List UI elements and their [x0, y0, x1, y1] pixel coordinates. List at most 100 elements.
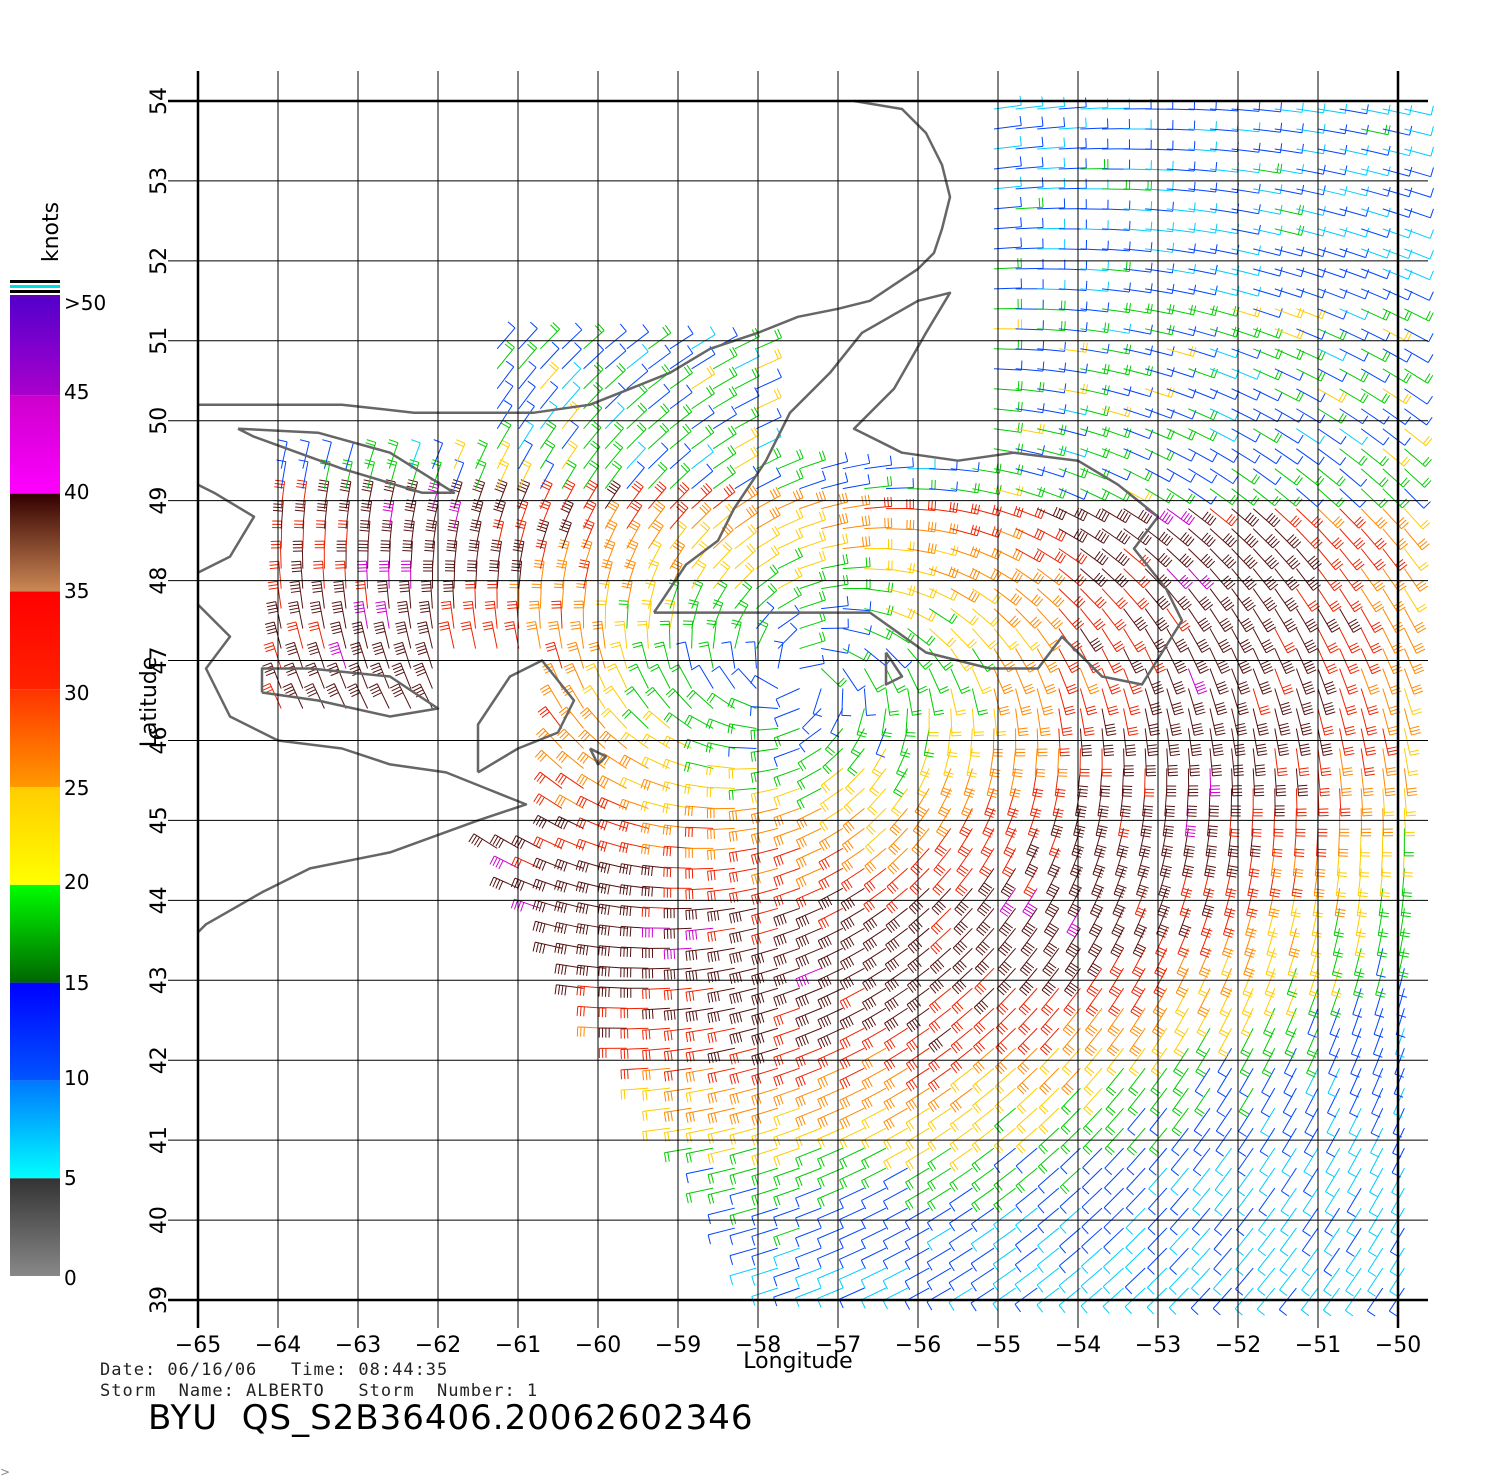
wind-barb: [561, 479, 576, 509]
wind-barb: [795, 847, 822, 869]
wind-barb: [729, 967, 757, 984]
wind-barb: [600, 708, 628, 729]
wind-barb: [684, 714, 714, 729]
wind-barb: [1345, 1267, 1362, 1297]
wind-barb: [1382, 588, 1406, 613]
wind-barb: [669, 325, 694, 350]
wind-barb: [670, 664, 693, 689]
wind-barb: [535, 539, 547, 569]
wind-barb: [1000, 868, 1017, 898]
wind-barb: [1403, 568, 1429, 592]
wind-barb: [1014, 1267, 1038, 1293]
wind-barb: [1382, 488, 1410, 509]
wind-barb: [339, 479, 352, 509]
wind-barb: [1123, 628, 1147, 653]
wind-barb: [1086, 968, 1103, 997]
wind-barb: [729, 987, 757, 1005]
wind-barb: [1081, 1247, 1103, 1274]
wind-barb: [1103, 1247, 1124, 1275]
wind-barb: [575, 838, 606, 851]
wind-barb: [871, 748, 887, 778]
wind-barb: [1286, 968, 1298, 998]
wind-barb: [487, 580, 498, 609]
wind-barb: [1339, 207, 1370, 217]
wind-barb: [691, 326, 716, 350]
wind-barb: [588, 641, 606, 669]
wind-barb: [1209, 326, 1240, 338]
wind-barb: [799, 530, 826, 550]
wind-barb: [949, 1207, 973, 1232]
wind-barb: [648, 403, 670, 430]
wind-barb: [928, 1067, 952, 1093]
wind-barb: [1080, 281, 1110, 292]
wind-barb: [1231, 122, 1261, 133]
legend-band: [10, 591, 60, 690]
wind-barb: [1360, 648, 1382, 675]
wind-barb: [1252, 488, 1282, 507]
wind-barb: [1172, 1087, 1189, 1117]
product-title: BYU QS_S2B36406.20062602346: [148, 1398, 754, 1438]
wind-barb: [1145, 242, 1175, 253]
wind-barb: [1403, 668, 1424, 695]
wind-barb: [1231, 266, 1262, 276]
wind-barb: [1125, 1227, 1146, 1255]
x-tick-label: −60: [575, 1333, 621, 1358]
wind-barb: [729, 1187, 757, 1205]
wind-barb: [1039, 1067, 1060, 1095]
wind-barb: [817, 1107, 844, 1129]
legend-band: [10, 395, 60, 494]
wind-barb: [1360, 428, 1390, 446]
wind-barb: [883, 1127, 908, 1151]
wind-barb: [1304, 1087, 1319, 1118]
wind-barb: [927, 1187, 952, 1212]
wind-barb: [756, 408, 782, 430]
wind-barb: [539, 684, 563, 709]
wind-barb: [1323, 1227, 1341, 1257]
wind-barb: [624, 559, 636, 589]
wind-barb: [1274, 468, 1303, 486]
wind-barb: [447, 519, 460, 549]
wind-barb: [1080, 1287, 1103, 1314]
wind-barb: [750, 675, 779, 689]
wind-barb: [1221, 928, 1234, 958]
wind-barb: [1274, 568, 1300, 591]
wind-barb: [1243, 948, 1256, 978]
wind-barb: [1021, 908, 1038, 937]
wind-barb: [1295, 588, 1320, 612]
wind-barb: [1305, 1067, 1319, 1098]
wind-barb: [583, 479, 599, 509]
wind-barb: [1026, 828, 1040, 858]
wind-barb: [532, 857, 563, 871]
wind-barb: [795, 1047, 822, 1068]
wind-barb: [1274, 768, 1287, 797]
legend-band: [10, 689, 60, 787]
wind-barb: [642, 710, 671, 729]
wind-barb: [626, 402, 648, 430]
wind-barb: [1271, 828, 1283, 858]
wind-barb: [1166, 202, 1196, 213]
wind-barb: [843, 788, 865, 815]
wind-barb: [1166, 243, 1196, 254]
wind-barb: [860, 1247, 887, 1269]
wind-barb: [907, 588, 938, 599]
wind-barb: [1058, 628, 1083, 652]
wind-barb: [1103, 1227, 1124, 1255]
wind-barb: [838, 1207, 865, 1229]
wind-barb: [1373, 1008, 1384, 1038]
wind-barb: [1058, 708, 1073, 737]
wind-barb: [413, 662, 433, 689]
wind-barb: [1123, 508, 1153, 524]
wind-barb: [1252, 628, 1275, 654]
wind-barb: [1274, 508, 1302, 528]
wind-barb: [317, 479, 330, 509]
wind-barb: [1166, 181, 1196, 192]
wind-barb: [1339, 608, 1362, 633]
wind-barb: [1382, 448, 1411, 467]
wind-barb: [1016, 1087, 1038, 1115]
wind-barb: [1403, 728, 1420, 756]
wind-barb: [1209, 748, 1223, 777]
wind-barb: [1403, 588, 1428, 613]
wind-barb: [1081, 1187, 1103, 1215]
wind-barb: [1339, 668, 1359, 695]
wind-barb: [399, 580, 412, 609]
